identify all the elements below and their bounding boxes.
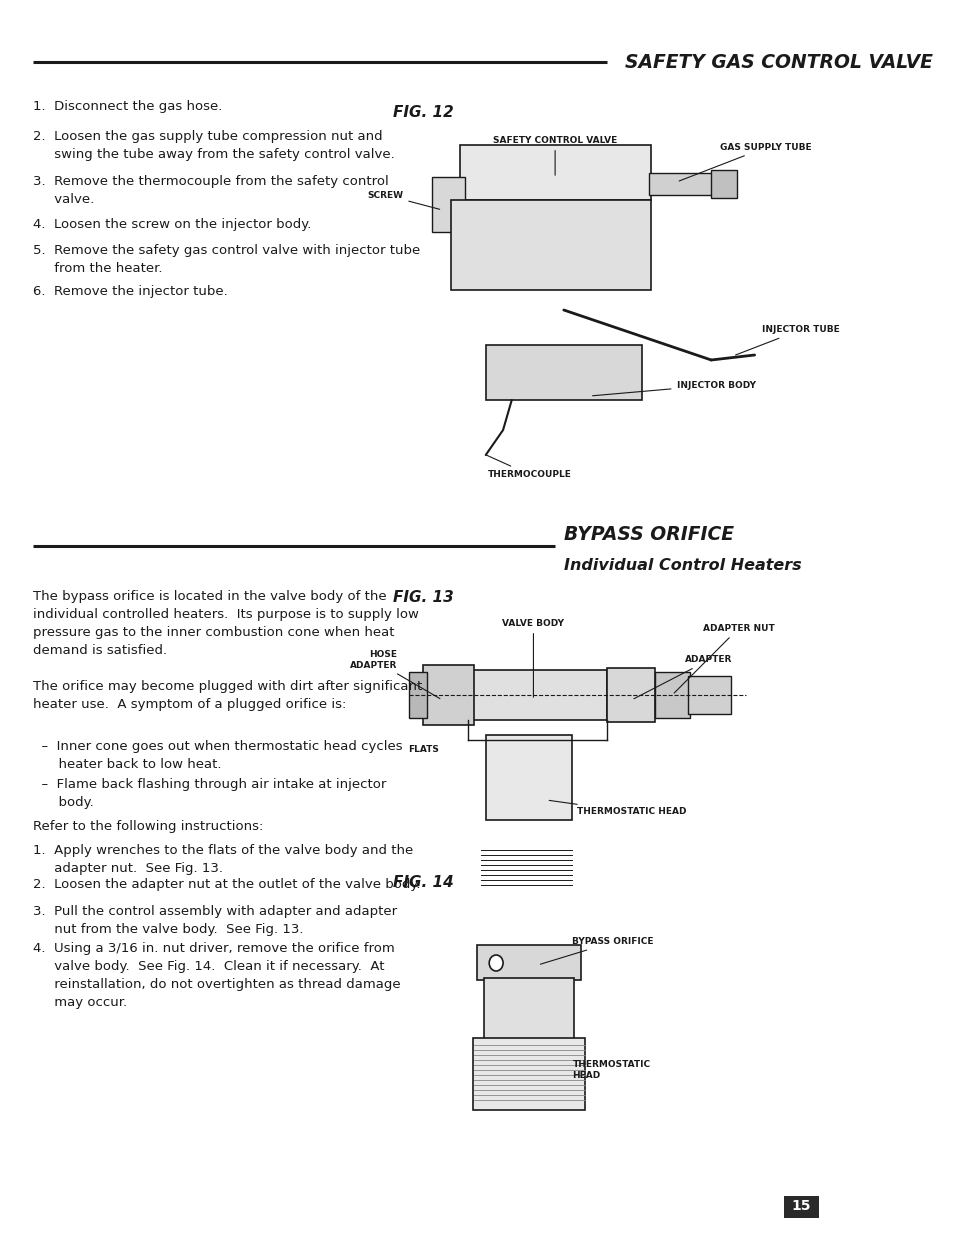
FancyBboxPatch shape <box>473 1037 585 1110</box>
Text: 2.  Loosen the gas supply tube compression nut and
     swing the tube away from: 2. Loosen the gas supply tube compressio… <box>33 130 395 161</box>
Text: 1.  Apply wrenches to the flats of the valve body and the
     adapter nut.  See: 1. Apply wrenches to the flats of the va… <box>33 844 413 876</box>
FancyBboxPatch shape <box>483 978 574 1040</box>
Text: FIG. 14: FIG. 14 <box>393 876 454 890</box>
Text: 6.  Remove the injector tube.: 6. Remove the injector tube. <box>33 285 228 298</box>
Text: BYPASS ORIFICE: BYPASS ORIFICE <box>539 937 653 965</box>
Text: 4.  Using a 3/16 in. nut driver, remove the orifice from
     valve body.  See F: 4. Using a 3/16 in. nut driver, remove t… <box>33 942 400 1009</box>
FancyBboxPatch shape <box>451 200 650 290</box>
FancyBboxPatch shape <box>432 177 464 232</box>
Text: HOSE
ADAPTER: HOSE ADAPTER <box>350 651 439 699</box>
Text: FLATS: FLATS <box>408 745 438 755</box>
Text: 4.  Loosen the screw on the injector body.: 4. Loosen the screw on the injector body… <box>33 219 311 231</box>
Text: INJECTOR BODY: INJECTOR BODY <box>592 380 755 395</box>
FancyBboxPatch shape <box>459 144 650 200</box>
FancyBboxPatch shape <box>648 173 718 195</box>
FancyBboxPatch shape <box>423 664 473 725</box>
Text: INJECTOR TUBE: INJECTOR TUBE <box>735 326 839 354</box>
Text: Individual Control Heaters: Individual Control Heaters <box>563 558 801 573</box>
Text: –  Inner cone goes out when thermostatic head cycles
      heater back to low he: – Inner cone goes out when thermostatic … <box>33 740 402 771</box>
FancyBboxPatch shape <box>711 170 737 198</box>
FancyBboxPatch shape <box>468 671 606 720</box>
FancyBboxPatch shape <box>409 672 426 718</box>
Text: The bypass orifice is located in the valve body of the
individual controlled hea: The bypass orifice is located in the val… <box>33 590 422 711</box>
FancyBboxPatch shape <box>687 676 730 714</box>
Text: 1.  Disconnect the gas hose.: 1. Disconnect the gas hose. <box>33 100 222 112</box>
Text: 5.  Remove the safety gas control valve with injector tube
     from the heater.: 5. Remove the safety gas control valve w… <box>33 245 419 275</box>
Text: ADAPTER: ADAPTER <box>633 656 732 699</box>
Text: SAFETY CONTROL VALVE: SAFETY CONTROL VALVE <box>493 136 617 175</box>
Text: 3.  Remove the thermocouple from the safety control
     valve.: 3. Remove the thermocouple from the safe… <box>33 175 388 206</box>
Text: THERMOSTATIC
HEAD: THERMOSTATIC HEAD <box>572 1060 650 1081</box>
Text: VALVE BODY: VALVE BODY <box>502 619 564 698</box>
Text: Refer to the following instructions:: Refer to the following instructions: <box>33 820 263 832</box>
Text: –  Flame back flashing through air intake at injector
      body.: – Flame back flashing through air intake… <box>33 778 386 809</box>
Text: FIG. 12: FIG. 12 <box>393 105 454 120</box>
Text: BYPASS ORIFICE: BYPASS ORIFICE <box>563 525 733 543</box>
Text: SCREW: SCREW <box>367 190 439 209</box>
Text: FIG. 13: FIG. 13 <box>393 590 454 605</box>
FancyBboxPatch shape <box>606 668 654 722</box>
Text: GAS SUPPLY TUBE: GAS SUPPLY TUBE <box>679 143 811 182</box>
FancyBboxPatch shape <box>654 672 689 718</box>
Circle shape <box>489 955 502 971</box>
Text: THERMOSTATIC HEAD: THERMOSTATIC HEAD <box>549 800 685 816</box>
Text: 15: 15 <box>791 1199 810 1213</box>
FancyBboxPatch shape <box>485 345 641 400</box>
FancyBboxPatch shape <box>476 945 580 981</box>
Text: SAFETY GAS CONTROL VALVE: SAFETY GAS CONTROL VALVE <box>624 53 931 72</box>
FancyBboxPatch shape <box>485 735 572 820</box>
Text: ADAPTER NUT: ADAPTER NUT <box>674 624 774 693</box>
Text: 3.  Pull the control assembly with adapter and adapter
     nut from the valve b: 3. Pull the control assembly with adapte… <box>33 905 396 936</box>
Text: 2.  Loosen the adapter nut at the outlet of the valve body.: 2. Loosen the adapter nut at the outlet … <box>33 878 420 890</box>
FancyBboxPatch shape <box>783 1195 818 1218</box>
Text: THERMOCOUPLE: THERMOCOUPLE <box>486 456 571 479</box>
